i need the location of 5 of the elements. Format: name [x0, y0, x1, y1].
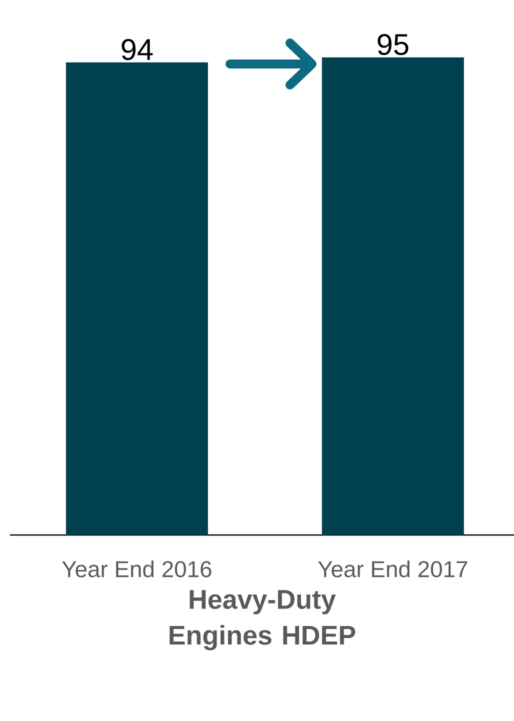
x-tick-label: Year End 2017: [318, 560, 468, 578]
x-tick-label: Year End 2016: [62, 560, 212, 578]
x-axis-title: Heavy-Duty Engines HDEP: [170, 590, 356, 650]
data-label: 95: [378, 34, 408, 56]
data-label: 94: [122, 38, 153, 60]
